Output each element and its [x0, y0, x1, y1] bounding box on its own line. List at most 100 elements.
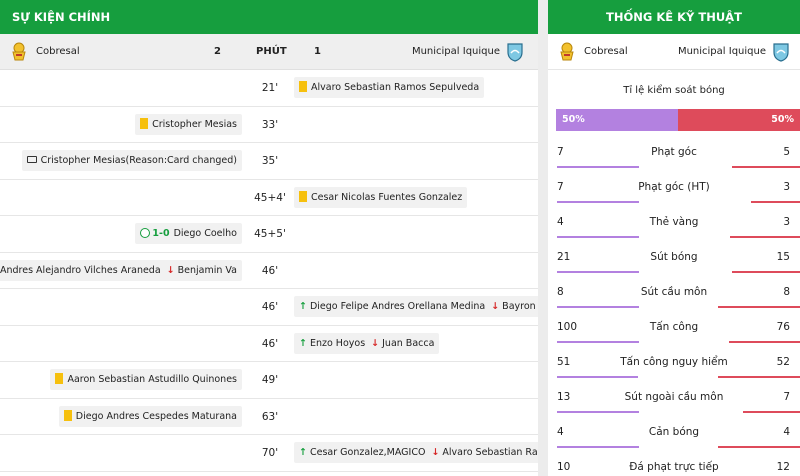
stat-away-bar [742, 411, 800, 413]
event-row: 70' ↑ Cesar Gonzalez,MAGICO ↓ Alvaro Sebasti… [0, 435, 538, 472]
stat-label: Sút ngoài cầu môn [624, 391, 724, 403]
stat-away-bar [718, 446, 800, 448]
stat-home-value: 4 [557, 216, 564, 228]
events-teams-row: Cobresal 2 PHÚT 1 Municipal Iquique [0, 34, 538, 70]
event-minute: 46' [261, 301, 279, 313]
event-minute: 46' [261, 337, 279, 350]
event-minute: 70' [261, 447, 279, 459]
stat-home-value: 10 [557, 461, 571, 473]
stat-home-value: 7 [557, 181, 564, 193]
arrow-up-icon: ↑ [299, 301, 307, 312]
stat-away-value: 7 [783, 391, 790, 403]
stat-label: Phạt góc [651, 146, 697, 158]
player-name[interactable]: Cristopher Mesias [152, 118, 237, 130]
player-name[interactable]: Cesar Nicolas Fuentes Gonzalez [311, 191, 463, 203]
stat-label: Cản bóng [648, 426, 700, 438]
stat-row: 7 Phạt góc 5 [548, 137, 800, 172]
arrow-up-icon: ↑ [299, 337, 307, 349]
arrow-up-icon: ↑ [299, 447, 307, 458]
stat-list: 7 Phạt góc 5 7 Phạt góc (HT) 3 4 Thẻ vàng 3 21 Sút… [548, 137, 800, 476]
stat-row: 10 Đá phạt trực tiếp 12 [548, 452, 800, 476]
event-minute: 45+4' [254, 191, 286, 204]
arrow-down-icon: ↓ [491, 301, 500, 312]
scorer-name[interactable]: Diego Coelho [173, 228, 237, 239]
stat-home-bar [557, 411, 639, 413]
player-in[interactable]: Cesar Gonzalez,MAGICO [309, 447, 426, 458]
stats-home-team[interactable]: Cobresal [584, 46, 628, 57]
player-out[interactable]: Benjamin Va [177, 264, 237, 276]
event-chip[interactable]: Cristopher Mesias(Reason:Card changed) [21, 150, 242, 171]
stat-away-bar [729, 341, 800, 343]
var-note[interactable]: Cristopher Mesias(Reason:Card changed) [40, 155, 237, 166]
stat-away-bar [729, 236, 800, 238]
player-name[interactable]: Aaron Sebastian Astudillo Quinones [67, 374, 237, 385]
football-icon [140, 228, 151, 238]
event-chip[interactable]: 1-0 Diego Coelho [135, 223, 242, 244]
yellow-card-icon [299, 81, 307, 92]
yellow-card-icon [63, 409, 72, 421]
stat-home-value: 4 [557, 426, 564, 438]
event-list: 21' Alvaro Sebastian Ramos Sepulveda 33' Cr… [0, 70, 538, 472]
arrow-down-icon: ↓ [166, 264, 175, 276]
event-chip[interactable]: Cesar Nicolas Fuentes Gonzalez [294, 186, 468, 208]
event-minute: 45+5' [254, 228, 286, 240]
possession-away-bar: 50% [678, 109, 800, 131]
event-chip[interactable]: ↑ Enzo Hoyos ↓ Juan Bacca [294, 332, 440, 354]
player-out[interactable]: Juan Bacca [382, 337, 435, 349]
stat-away-bar [731, 166, 800, 168]
away-score: 1 [314, 46, 321, 57]
stat-home-bar [557, 306, 639, 308]
stat-home-value: 8 [557, 286, 564, 298]
stat-home-value: 13 [557, 391, 571, 403]
event-row: 46' ↑ Diego Felipe Andres Orellana Medina ↓… [0, 289, 538, 326]
player-name[interactable]: Alvaro Sebastian Ramos Sepulveda [311, 82, 480, 93]
stat-away-value: 8 [783, 286, 790, 298]
stat-home-bar [557, 341, 639, 343]
cobresal-crest-icon [12, 42, 26, 61]
event-chip[interactable]: ↑ Cesar Gonzalez,MAGICO ↓ Alvaro Sebastian … [294, 442, 538, 463]
stat-row: 21 Sút bóng 15 [548, 242, 800, 277]
player-out[interactable]: Bayron B [502, 301, 538, 312]
stat-home-bar [557, 236, 639, 238]
event-chip[interactable]: ↑Andres Alejandro Vilches Araneda↓Benjam… [0, 259, 242, 281]
home-team-name[interactable]: Cobresal [36, 46, 80, 57]
iquique-shield-icon [507, 43, 523, 62]
event-chip[interactable]: Cristopher Mesias [135, 113, 242, 135]
stats-title: THỐNG KÊ KỸ THUẬT [548, 0, 800, 34]
stat-home-value: 7 [557, 146, 564, 158]
event-chip[interactable]: Aaron Sebastian Astudillo Quinones [50, 369, 242, 390]
event-minute: 46' [261, 264, 279, 277]
stat-row: 4 Cản bóng 4 [548, 417, 800, 452]
player-in[interactable]: Diego Felipe Andres Orellana Medina [309, 301, 486, 312]
event-minute: 35' [261, 155, 279, 167]
event-row: 63' Diego Andres Cespedes Maturana [0, 399, 538, 435]
event-chip[interactable]: Alvaro Sebastian Ramos Sepulveda [294, 77, 485, 98]
iquique-shield-icon [773, 43, 789, 62]
cobresal-crest-icon [560, 42, 574, 61]
stat-label: Sút cầu môn [640, 286, 708, 298]
player-in[interactable]: Andres Alejandro Vilches Araneda [0, 264, 161, 276]
stat-home-value: 21 [557, 251, 571, 263]
event-row: 21' Alvaro Sebastian Ramos Sepulveda [0, 70, 538, 107]
event-row: 35' Cristopher Mesias(Reason:Card changed… [0, 143, 538, 180]
stat-home-value: 51 [557, 356, 571, 368]
event-minute: 63' [261, 410, 279, 423]
home-score: 2 [214, 46, 221, 57]
event-chip[interactable]: ↑ Diego Felipe Andres Orellana Medina ↓ Bay… [294, 296, 538, 317]
stat-label: Sút bóng [650, 251, 698, 263]
stats-away-team[interactable]: Municipal Iquique [677, 46, 766, 57]
player-name[interactable]: Diego Andres Cespedes Maturana [75, 410, 237, 422]
goal-score: 1-0 [152, 228, 170, 239]
player-in[interactable]: Enzo Hoyos [309, 337, 366, 349]
stat-home-bar [557, 446, 639, 448]
possession-home-bar: 50% [556, 109, 678, 131]
event-minute: 33' [261, 118, 279, 131]
away-team-name[interactable]: Municipal Iquique [411, 46, 500, 57]
event-row: 33' Cristopher Mesias [0, 107, 538, 143]
stat-away-value: 3 [783, 181, 790, 193]
stat-away-value: 3 [783, 216, 790, 228]
yellow-card-icon [299, 190, 307, 202]
stat-label: Thẻ vàng [649, 216, 699, 228]
player-out[interactable]: Alvaro Sebastian Ram [442, 447, 538, 458]
event-chip[interactable]: Diego Andres Cespedes Maturana [58, 405, 242, 427]
